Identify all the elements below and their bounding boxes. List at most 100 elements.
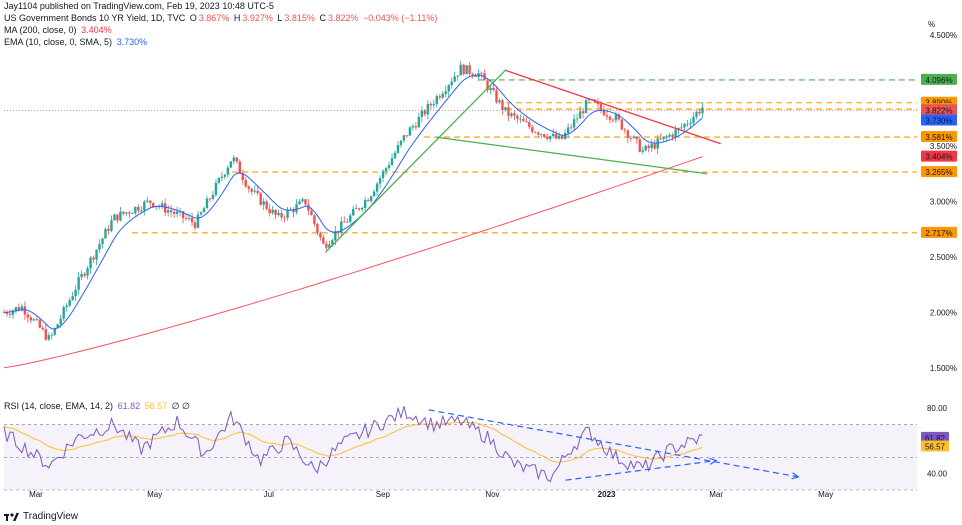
price-label-box bbox=[921, 226, 957, 238]
ma-value: 3.404% bbox=[81, 25, 112, 35]
candle-body bbox=[244, 180, 247, 187]
rsi-legend[interactable]: RSI (14, close, EMA, 14, 2) 61.82 56.57 … bbox=[4, 401, 192, 412]
ma-legend[interactable]: MA (200, close, 0) 3.404% bbox=[4, 25, 114, 35]
ema-value: 3.730% bbox=[116, 37, 148, 47]
candle-body bbox=[453, 76, 456, 82]
candle-body bbox=[444, 91, 447, 94]
candle-body bbox=[295, 204, 298, 213]
candle-body bbox=[131, 213, 134, 214]
candle-body bbox=[211, 194, 215, 199]
candle-body bbox=[262, 201, 265, 205]
ema-legend[interactable]: EMA (10, close, 0, SMA, 5) 3.730% bbox=[4, 37, 149, 47]
candle-body bbox=[47, 335, 50, 340]
candle-body bbox=[337, 231, 340, 234]
candle-body bbox=[462, 64, 465, 75]
candle-body bbox=[549, 136, 552, 139]
candle-body bbox=[632, 136, 635, 139]
candle-body bbox=[459, 64, 462, 76]
candle-body bbox=[17, 307, 21, 311]
candle-body bbox=[217, 178, 221, 183]
candle-body bbox=[635, 136, 638, 140]
ma-label: MA (200, close, 0) bbox=[4, 25, 77, 35]
candle-body bbox=[349, 215, 352, 222]
candle-body bbox=[95, 249, 98, 260]
candle-body bbox=[187, 217, 191, 219]
rsi-label-box bbox=[921, 440, 949, 452]
ma-200-line bbox=[3, 156, 703, 369]
candle-body bbox=[256, 190, 259, 194]
price-label-box bbox=[921, 150, 957, 162]
candle-body bbox=[11, 310, 15, 315]
candle-body bbox=[432, 104, 436, 106]
candle-body bbox=[686, 123, 689, 125]
candle-body bbox=[396, 145, 400, 153]
candle-body bbox=[626, 130, 630, 138]
price-label-text: 4.096% bbox=[925, 76, 952, 85]
candle-body bbox=[68, 300, 71, 306]
candle-body bbox=[265, 201, 268, 209]
candle-body bbox=[208, 198, 212, 200]
rsi-extra: ∅ ∅ bbox=[171, 401, 190, 411]
candle-body bbox=[98, 244, 101, 250]
candle-body bbox=[540, 134, 543, 135]
candle-body bbox=[486, 80, 489, 91]
tradingview-logo[interactable]: TradingView bbox=[4, 511, 78, 522]
candle-body bbox=[510, 113, 513, 116]
candle-body bbox=[80, 273, 83, 278]
candle-body bbox=[134, 206, 137, 214]
candle-body bbox=[205, 198, 209, 209]
candle-body bbox=[146, 200, 149, 202]
candle-body bbox=[504, 107, 507, 111]
price-tick-label: 2.500% bbox=[930, 253, 957, 262]
candle-body bbox=[414, 126, 418, 128]
candle-body bbox=[638, 139, 641, 152]
price-label-box bbox=[921, 166, 957, 178]
rsi-arrow-upper bbox=[428, 409, 799, 478]
candle-body bbox=[501, 100, 504, 111]
candle-body bbox=[119, 211, 122, 221]
candle-body bbox=[247, 186, 250, 189]
candle-body bbox=[471, 73, 474, 76]
candle-body bbox=[423, 110, 427, 115]
uptrend-line bbox=[324, 69, 507, 253]
candle-body bbox=[253, 190, 256, 192]
candle-body bbox=[531, 127, 534, 133]
candle-body bbox=[372, 191, 376, 197]
price-label-text: 3.822% bbox=[925, 106, 952, 115]
candle-body bbox=[113, 214, 116, 221]
candle-body bbox=[534, 132, 537, 133]
candle-body bbox=[480, 73, 483, 75]
candle-body bbox=[346, 221, 349, 223]
candle-body bbox=[334, 231, 337, 241]
candle-body bbox=[286, 209, 289, 218]
candle-body bbox=[122, 211, 125, 214]
price-tick-label: 1.500% bbox=[930, 364, 957, 373]
candle-body bbox=[175, 211, 179, 214]
candle-body bbox=[468, 65, 471, 74]
price-tick-label: 4.500% bbox=[930, 31, 957, 40]
candle-body bbox=[50, 334, 53, 336]
trendlines bbox=[324, 69, 721, 253]
price-label-box bbox=[921, 104, 957, 116]
candle-body bbox=[569, 127, 573, 129]
candle-body bbox=[29, 317, 33, 321]
candle-body bbox=[650, 143, 653, 149]
candle-body bbox=[438, 96, 441, 98]
candle-body bbox=[62, 307, 65, 319]
candle-body bbox=[552, 133, 555, 137]
candle-body bbox=[59, 318, 62, 325]
rsi-value: 61.82 bbox=[117, 401, 141, 411]
candle-body bbox=[543, 134, 546, 137]
candle-body bbox=[614, 114, 618, 121]
candle-body bbox=[402, 135, 406, 141]
candle-body bbox=[325, 243, 328, 248]
rsi-lines bbox=[3, 406, 703, 483]
candle-body bbox=[307, 204, 310, 211]
candle-body bbox=[322, 237, 325, 244]
candle-body bbox=[268, 208, 271, 214]
candle-body bbox=[86, 268, 89, 276]
candle-body bbox=[399, 140, 403, 146]
time-tick-label: May bbox=[147, 490, 162, 499]
candle-body bbox=[692, 116, 695, 123]
